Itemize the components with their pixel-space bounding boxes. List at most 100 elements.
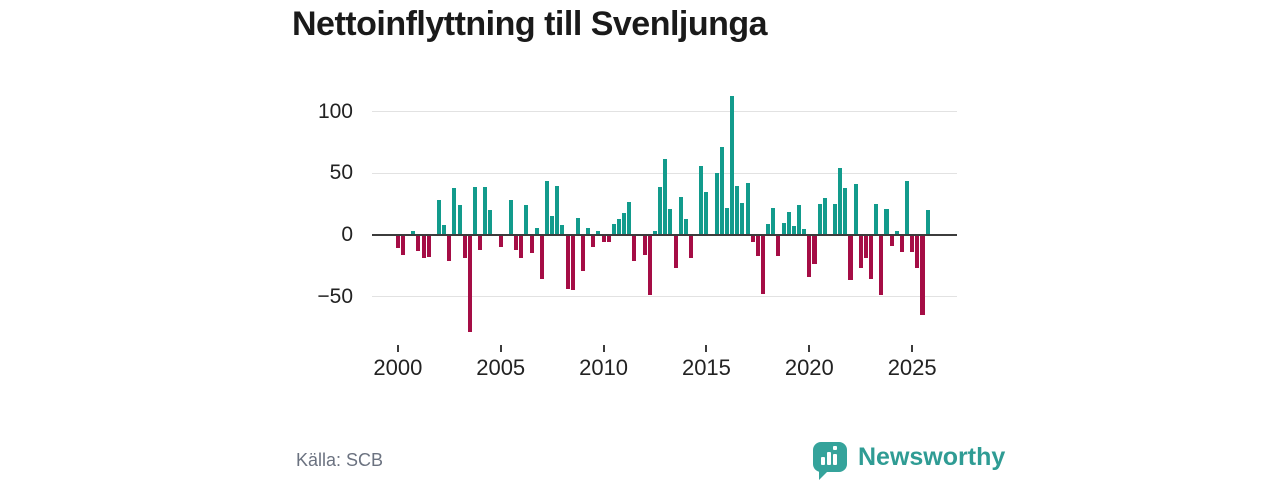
bar	[910, 236, 915, 253]
y-axis-label: 100	[317, 99, 353, 123]
bar	[498, 236, 503, 248]
bar	[673, 236, 678, 269]
bar	[822, 197, 827, 235]
gridline	[372, 110, 957, 113]
bar	[647, 236, 652, 296]
x-axis-line	[372, 233, 957, 237]
bar	[642, 236, 647, 255]
bar	[838, 168, 843, 235]
bar	[395, 236, 400, 249]
bar	[920, 236, 925, 315]
bar	[565, 236, 570, 290]
bar	[663, 158, 668, 235]
brand-name: Newsworthy	[858, 442, 1006, 471]
bar	[550, 216, 555, 235]
logo-bar-short	[821, 457, 825, 465]
speech-bubble-tail	[819, 471, 828, 480]
bar	[874, 204, 879, 235]
bar	[678, 196, 683, 235]
y-axis-label: 0	[341, 223, 353, 246]
bar	[843, 188, 848, 235]
bar	[730, 95, 735, 235]
x-tick-mark	[396, 345, 399, 352]
logo-exclamation-stem	[833, 454, 837, 465]
gridline	[372, 295, 957, 298]
bar	[868, 236, 874, 280]
bar	[411, 231, 416, 235]
y-axis-label: 50	[329, 161, 353, 185]
newsworthy-logo: Newsworthy	[813, 442, 1006, 480]
source-caption: Källa: SCB	[296, 450, 384, 470]
logo-bar-tall	[827, 452, 831, 465]
bar	[539, 236, 544, 280]
bar	[519, 236, 524, 259]
bar	[745, 183, 750, 235]
bar	[616, 218, 622, 235]
bar	[683, 218, 688, 235]
x-axis-label: 2025	[887, 355, 937, 380]
bar	[421, 236, 426, 259]
bar	[622, 212, 627, 235]
bar	[740, 202, 745, 235]
bar	[719, 147, 724, 235]
bar	[704, 191, 709, 235]
chart-title: Nettoinflyttning till Svenljunga	[292, 5, 768, 43]
bar	[632, 236, 637, 261]
bar	[457, 205, 462, 235]
x-axis-label: 2015	[681, 355, 731, 380]
bar	[508, 200, 514, 235]
bar	[472, 186, 478, 235]
bar	[786, 211, 791, 235]
bar	[586, 227, 591, 235]
bar	[442, 225, 447, 235]
logo-exclamation-dot	[833, 446, 837, 450]
bar	[400, 236, 406, 255]
bar	[889, 236, 894, 246]
bar	[817, 204, 822, 235]
bar-chart-speech-bubble-icon	[813, 442, 847, 480]
bar	[899, 236, 904, 253]
bar	[514, 236, 519, 250]
bar	[832, 204, 838, 235]
bar	[853, 184, 858, 235]
x-tick-mark	[808, 345, 811, 352]
bar	[802, 228, 807, 235]
bar	[560, 225, 565, 235]
x-axis-label: 2005	[476, 355, 526, 380]
x-axis-label: 2000	[373, 355, 423, 380]
bar	[658, 186, 663, 235]
bar	[575, 217, 580, 235]
bar	[724, 207, 730, 235]
bar	[483, 186, 488, 235]
bar	[447, 236, 452, 261]
bar	[652, 231, 658, 235]
x-tick-mark	[705, 345, 708, 352]
bar	[688, 236, 694, 259]
bar	[812, 236, 817, 265]
bar	[555, 185, 560, 235]
bar	[848, 236, 853, 281]
bar	[766, 223, 771, 235]
bar	[915, 236, 920, 269]
bar	[436, 200, 442, 235]
bar	[755, 236, 760, 256]
bar	[904, 180, 910, 235]
bar	[796, 205, 802, 235]
bar	[863, 236, 868, 259]
bar	[735, 185, 740, 235]
x-tick-mark	[911, 345, 914, 352]
bar	[580, 236, 586, 271]
bar	[879, 236, 884, 296]
x-axis-label: 2020	[784, 355, 834, 380]
bar	[791, 226, 796, 235]
bar	[611, 223, 616, 235]
bar	[807, 236, 812, 277]
bar	[462, 236, 467, 259]
bar	[488, 210, 493, 235]
bar	[776, 236, 781, 256]
bar	[467, 236, 472, 333]
bar	[596, 231, 601, 235]
y-axis-label: −50	[317, 284, 353, 308]
bar	[524, 205, 529, 235]
